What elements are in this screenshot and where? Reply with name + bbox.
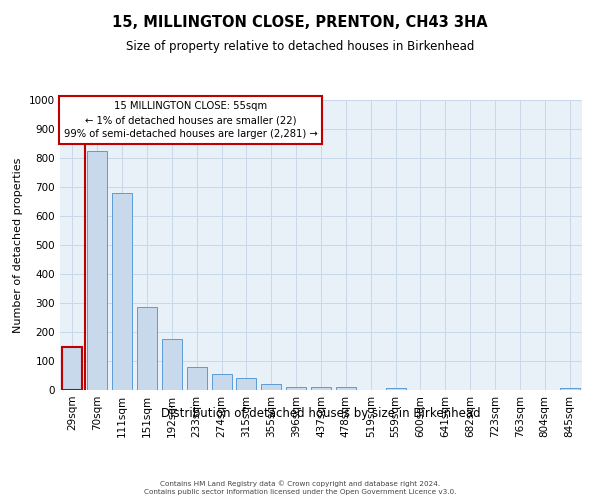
Bar (386, 388, 406, 390)
Bar (88, 151, 107, 390)
Bar (162, 339, 182, 390)
Bar (286, 387, 306, 390)
Y-axis label: Number of detached properties: Number of detached properties (13, 158, 23, 332)
Bar (336, 387, 356, 390)
Bar (262, 384, 281, 390)
Text: 15, MILLINGTON CLOSE, PRENTON, CH43 3HA: 15, MILLINGTON CLOSE, PRENTON, CH43 3HA (112, 15, 488, 30)
Bar (560, 388, 580, 390)
Text: Distribution of detached houses by size in Birkenhead: Distribution of detached houses by size … (161, 408, 481, 420)
Bar (62, 346, 82, 390)
Bar (236, 378, 256, 390)
Bar (311, 387, 331, 390)
Text: 15 MILLINGTON CLOSE: 55sqm
← 1% of detached houses are smaller (22)
99% of semi-: 15 MILLINGTON CLOSE: 55sqm ← 1% of detac… (64, 102, 317, 140)
Bar (112, 193, 132, 390)
Text: Contains HM Land Registry data © Crown copyright and database right 2024.
Contai: Contains HM Land Registry data © Crown c… (144, 480, 456, 495)
Bar (212, 374, 232, 390)
Text: Size of property relative to detached houses in Birkenhead: Size of property relative to detached ho… (126, 40, 474, 53)
Bar (187, 367, 206, 390)
Bar (137, 308, 157, 390)
